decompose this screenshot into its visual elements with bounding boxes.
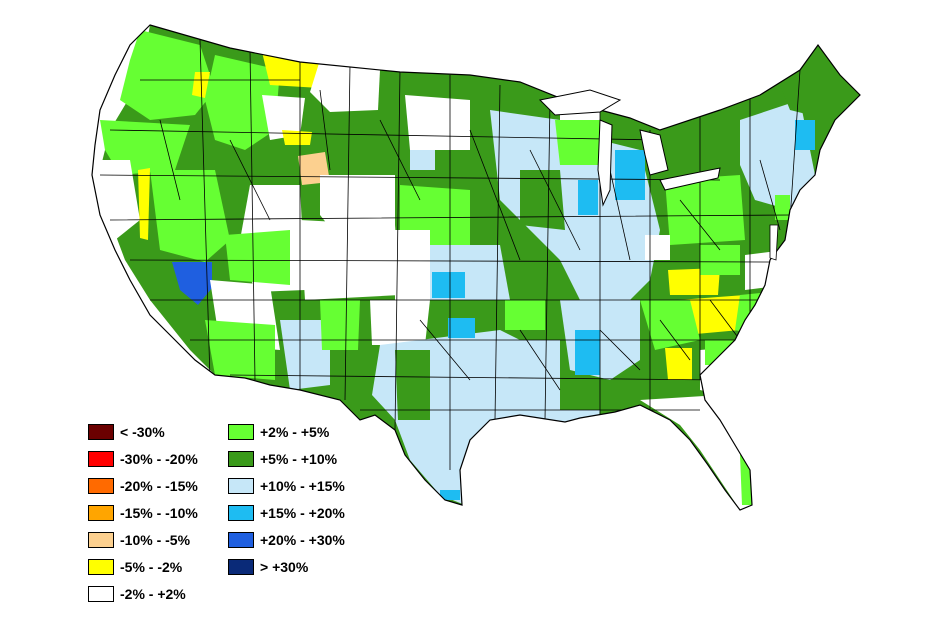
lake-huron bbox=[639, 129, 669, 176]
legend-label: -2% - +2% bbox=[120, 586, 186, 602]
region-nw-interior bbox=[205, 55, 280, 150]
legend-item: > +30% bbox=[228, 558, 308, 576]
region-tx-south-cyan bbox=[440, 490, 460, 500]
region-mi-green bbox=[555, 120, 600, 165]
legend-label: -15% - -10% bbox=[120, 505, 198, 521]
legend-swatch bbox=[228, 424, 254, 440]
region-nm-green bbox=[320, 300, 360, 350]
legend-swatch bbox=[88, 505, 114, 521]
legend-label: -20% - -15% bbox=[120, 478, 198, 494]
legend-label: > +30% bbox=[260, 559, 309, 575]
legend-item: +2% - +5% bbox=[228, 423, 329, 441]
legend-label: < -30% bbox=[120, 424, 165, 440]
legend-item: -15% - -10% bbox=[88, 504, 198, 522]
legend-item: -20% - -15% bbox=[88, 477, 198, 495]
legend-swatch bbox=[88, 586, 114, 602]
legend-swatch bbox=[88, 478, 114, 494]
region-tx-east-lightblue bbox=[510, 340, 560, 420]
legend-item: < -30% bbox=[88, 423, 165, 441]
legend-swatch bbox=[228, 505, 254, 521]
region-west-tx-white bbox=[370, 300, 430, 345]
region-ca-yellow bbox=[138, 168, 150, 240]
region-idaho-white bbox=[262, 95, 305, 140]
legend-label: +2% - +5% bbox=[260, 424, 330, 440]
region-nm-lightblue bbox=[280, 320, 330, 390]
legend-item: +5% - +10% bbox=[228, 450, 337, 468]
region-arizona-green bbox=[205, 320, 275, 380]
region-se-green bbox=[640, 300, 700, 350]
legend-label: -30% - -20% bbox=[120, 451, 198, 467]
legend-item: -30% - -20% bbox=[88, 450, 198, 468]
legend-swatch bbox=[88, 424, 114, 440]
region-ne-cyan bbox=[795, 120, 815, 150]
region-montana-white bbox=[310, 60, 380, 112]
legend-swatch bbox=[228, 532, 254, 548]
region-oh-white bbox=[645, 235, 670, 260]
region-dakota-lightblue bbox=[410, 150, 435, 170]
region-ok-cyan bbox=[432, 272, 465, 298]
legend-item: +15% - +20% bbox=[228, 504, 345, 522]
lake-erie bbox=[659, 167, 721, 191]
legend-swatch bbox=[228, 559, 254, 575]
lake-superior bbox=[538, 89, 622, 116]
region-kansas-white bbox=[395, 230, 430, 300]
region-carolina-green bbox=[735, 290, 790, 340]
legend-swatch bbox=[228, 478, 254, 494]
legend-item: -2% - +2% bbox=[88, 585, 186, 603]
region-pacific-nw bbox=[120, 30, 215, 120]
region-idaho-yellow bbox=[282, 130, 312, 145]
legend-swatch bbox=[88, 559, 114, 575]
legend-item: -10% - -5% bbox=[88, 531, 190, 549]
legend-label: -10% - -5% bbox=[120, 532, 191, 548]
legend-item: -5% - -2% bbox=[88, 558, 182, 576]
region-ga-yellow bbox=[665, 348, 692, 380]
legend-item: +20% - +30% bbox=[228, 531, 345, 549]
region-mi-cyan bbox=[615, 150, 645, 200]
region-colorado-white bbox=[300, 220, 400, 300]
legend-swatch bbox=[88, 451, 114, 467]
legend-swatch bbox=[88, 532, 114, 548]
region-arkansas-green bbox=[505, 300, 545, 330]
legend-label: +15% - +20% bbox=[260, 505, 345, 521]
region-nevada-green bbox=[150, 170, 230, 262]
legend-label: +5% - +10% bbox=[260, 451, 338, 467]
legend-item: +10% - +15% bbox=[228, 477, 345, 495]
region-utah-green bbox=[225, 230, 290, 285]
region-il-cyan bbox=[578, 180, 598, 215]
lake-michigan bbox=[597, 119, 613, 207]
region-la-lightblue bbox=[540, 410, 600, 440]
region-wv-green bbox=[700, 245, 740, 275]
region-tx-green bbox=[395, 350, 430, 420]
chesapeake-bay bbox=[769, 224, 779, 261]
region-pa-green bbox=[665, 175, 745, 245]
legend-label: +10% - +15% bbox=[260, 478, 345, 494]
region-nevada-blue bbox=[172, 262, 212, 305]
region-tx-cyan bbox=[448, 318, 475, 338]
legend-swatch bbox=[228, 451, 254, 467]
region-ms-cyan bbox=[575, 330, 600, 375]
region-boundaries bbox=[99, 39, 801, 470]
us-outline bbox=[91, 24, 861, 511]
legend-label: -5% - -2% bbox=[120, 559, 183, 575]
region-iowa-green bbox=[520, 170, 565, 230]
region-plains-white bbox=[405, 95, 470, 150]
region-nj-green bbox=[775, 195, 790, 220]
legend-label: +20% - +30% bbox=[260, 532, 345, 548]
